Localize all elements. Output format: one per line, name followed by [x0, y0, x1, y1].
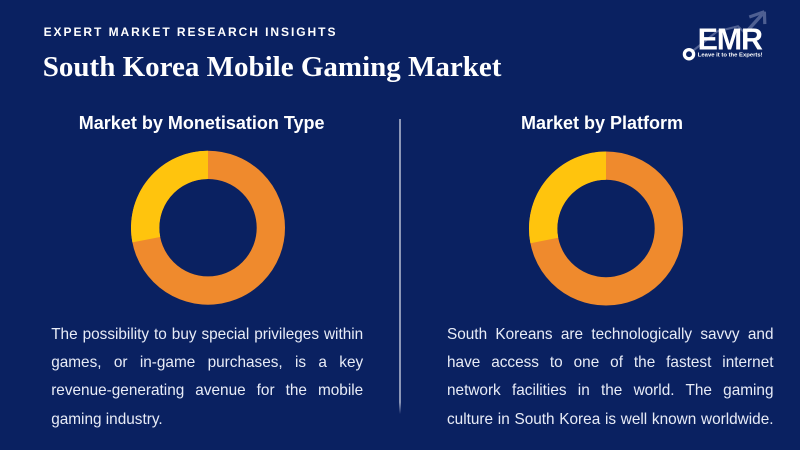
svg-text:EMR: EMR [698, 23, 763, 57]
svg-text:Leave it to the Experts!: Leave it to the Experts! [698, 52, 763, 58]
